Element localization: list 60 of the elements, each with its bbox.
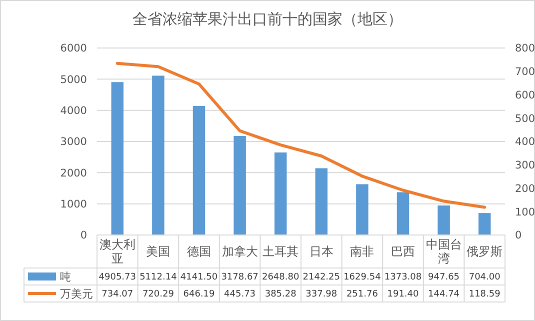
y-tick-label: 4000 — [60, 105, 87, 118]
data-label: 251.76 — [346, 290, 378, 300]
y2-tick-label: 400 — [515, 136, 535, 148]
y-tick-label: 2000 — [60, 167, 87, 180]
bar — [111, 82, 124, 235]
x-tick-label: 加拿大 — [222, 244, 258, 259]
data-label: 118.59 — [468, 290, 501, 300]
data-label: 2142.25 — [302, 272, 340, 283]
bar — [315, 168, 328, 235]
bar — [478, 213, 491, 235]
x-tick-label: 澳大利亚 — [99, 238, 136, 266]
y2-tick-label: 600 — [515, 89, 535, 102]
data-label: 1629.54 — [344, 272, 382, 283]
x-tick-label: 日本 — [309, 244, 334, 259]
data-label: 4141.50 — [180, 272, 218, 283]
bar — [192, 106, 206, 235]
y-tick-label: 1000 — [60, 198, 87, 211]
bar — [234, 136, 246, 235]
data-label: 720.29 — [142, 290, 174, 300]
bar — [152, 76, 164, 235]
y-tick-label: 6000 — [60, 42, 87, 55]
bar — [274, 152, 287, 235]
y-tick-label: 0 — [80, 230, 87, 242]
x-tick-label: 俄罗斯 — [466, 244, 503, 259]
legend-label: 万美元 — [60, 287, 93, 300]
y2-tick-label: 200 — [515, 182, 535, 195]
legend-label: 吨 — [60, 270, 71, 284]
data-label: 4905.73 — [98, 272, 136, 283]
data-label: 5112.14 — [140, 272, 178, 283]
bar — [396, 192, 410, 235]
chart-title: 全省浓缩苹果汁出口前十的国家（地区） — [132, 10, 402, 28]
data-label: 1373.08 — [384, 272, 422, 283]
data-label: 144.74 — [428, 290, 460, 300]
y2-tick-label: 300 — [515, 160, 535, 172]
bar — [356, 184, 368, 235]
y-tick-label: 5000 — [60, 74, 87, 86]
data-label: 3178.67 — [221, 272, 258, 283]
data-label: 704.00 — [468, 272, 501, 283]
x-tick-label: 巴西 — [391, 244, 415, 259]
data-label: 646.19 — [183, 290, 216, 300]
y2-tick-label: 500 — [515, 112, 535, 125]
data-label: 191.40 — [387, 290, 420, 300]
x-tick-label: 美国 — [146, 244, 170, 259]
data-label: 445.73 — [224, 290, 256, 300]
data-label: 2648.80 — [262, 272, 300, 283]
y2-tick-label: 100 — [515, 206, 535, 218]
y2-tick-label: 700 — [515, 66, 535, 78]
x-tick-label: 土耳其 — [262, 244, 299, 259]
x-tick-label: 南非 — [350, 244, 374, 259]
line-series — [116, 62, 486, 209]
y2-tick-label: 800 — [515, 42, 535, 55]
y-tick-label: 3000 — [60, 136, 87, 148]
data-label: 734.07 — [102, 290, 134, 300]
data-label: 385.28 — [264, 290, 297, 300]
x-tick-label: 中国台湾 — [426, 238, 462, 266]
data-label: 947.65 — [428, 272, 460, 283]
bar — [438, 205, 450, 235]
data-label: 337.98 — [306, 290, 338, 300]
x-tick-label: 德国 — [187, 244, 211, 259]
y2-tick-label: 0 — [515, 230, 522, 242]
